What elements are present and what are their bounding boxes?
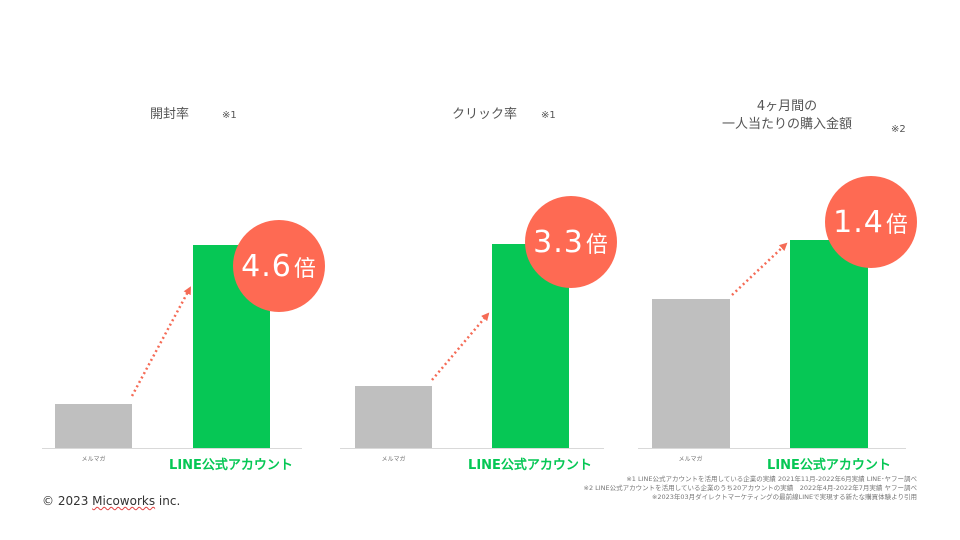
category-label-line-open-rate: LINE公式アカウント — [169, 458, 293, 473]
copyright-suffix: inc. — [155, 494, 181, 508]
growth-arrow-purchase-amount — [731, 242, 788, 296]
multiplier-suffix-purchase-amount: 倍 — [885, 213, 909, 238]
footnotes: ※1 LINE公式アカウントを活用している企業の実績 2021年11月-2022… — [584, 475, 918, 502]
chart-title-purchase-amount-line1: 4ヶ月間の — [756, 99, 818, 114]
chart-baseline-purchase-amount — [638, 448, 906, 449]
chart-note-click-rate: ※1 — [541, 110, 556, 121]
multiplier-badge-open-rate: 4.6 倍 — [233, 220, 325, 312]
chart-note-open-rate: ※1 — [222, 110, 237, 121]
chart-title-open-rate: 開封率 — [150, 107, 190, 122]
copyright: © 2023 Micoworks inc. — [42, 494, 180, 508]
footnote-3: ※2023年03月ダイレクトマーケティングの最前線LINEで実現する新たな購買体… — [651, 493, 917, 501]
bar-line-purchase-amount — [790, 240, 868, 448]
multiplier-value-open-rate: 4.6 — [241, 248, 292, 284]
multiplier-suffix-click-rate: 倍 — [585, 233, 609, 258]
multiplier-suffix-open-rate: 倍 — [293, 257, 317, 282]
multiplier-badge-click-rate: 3.3 倍 — [525, 196, 617, 288]
multiplier-value-click-rate: 3.3 — [533, 224, 584, 260]
chart-title-purchase-amount-line2: 一人当たりの購入金額 — [721, 117, 852, 132]
bar-mailmag-click-rate — [355, 386, 432, 448]
copyright-prefix: © 2023 — [42, 494, 93, 508]
multiplier-badge-purchase-amount: 1.4 倍 — [825, 176, 917, 268]
category-label-mailmag-purchase-amount: メルマガ — [678, 456, 703, 463]
bar-mailmag-purchase-amount — [652, 299, 730, 448]
multiplier-value-purchase-amount: 1.4 — [833, 204, 884, 240]
footnote-2: ※2 LINE公式アカウントを活用している企業のうち20アカウントの実績 202… — [583, 484, 918, 492]
chart-baseline-click-rate — [340, 448, 604, 449]
bar-mailmag-open-rate — [55, 404, 132, 448]
growth-arrow-open-rate — [130, 286, 192, 397]
chart-title-click-rate: クリック率 — [452, 107, 518, 122]
copyright-brand: Micoworks — [92, 494, 156, 508]
category-label-mailmag-click-rate: メルマガ — [381, 456, 406, 463]
footnote-1: ※1 LINE公式アカウントを活用している企業の実績 2021年11月-2022… — [626, 475, 917, 483]
growth-arrow-click-rate — [431, 312, 490, 381]
category-label-line-click-rate: LINE公式アカウント — [468, 458, 592, 473]
chart-baseline-open-rate — [42, 448, 302, 449]
category-label-mailmag-open-rate: メルマガ — [81, 456, 106, 463]
chart-note-purchase-amount: ※2 — [891, 124, 906, 135]
category-label-line-purchase-amount: LINE公式アカウント — [767, 458, 891, 473]
